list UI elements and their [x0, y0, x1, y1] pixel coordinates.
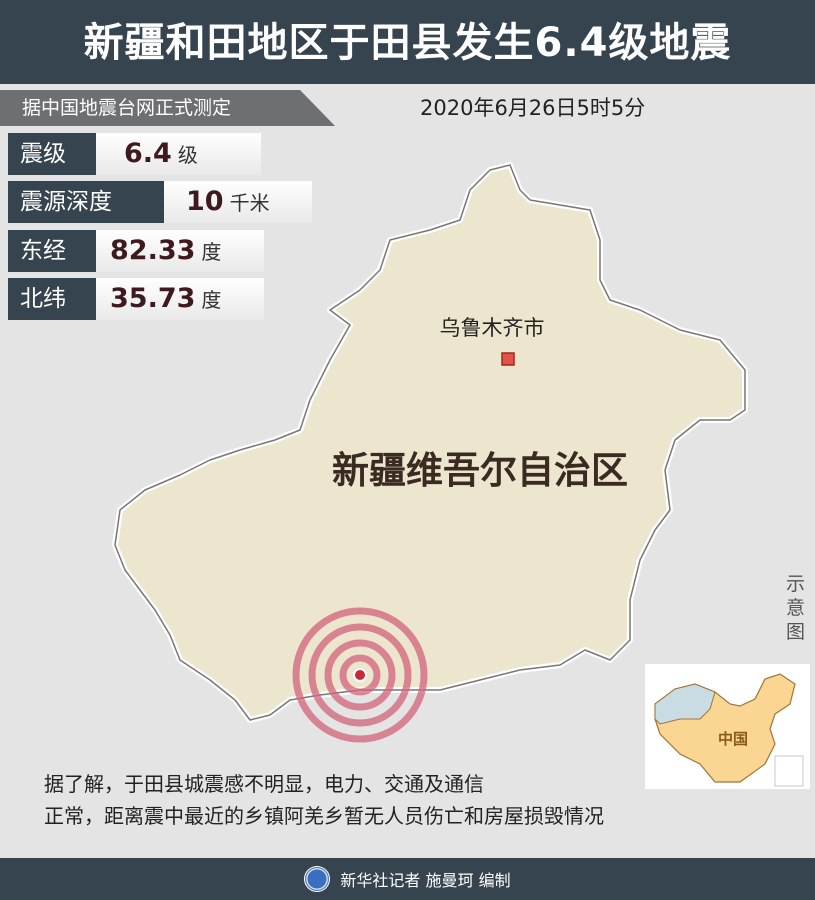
china-inset-map: 中国 — [645, 664, 810, 789]
fact-value: 10 — [186, 186, 224, 217]
fact-label: 震源深度 — [8, 181, 164, 223]
city-label: 乌鲁木齐市 — [440, 316, 545, 340]
fact-unit: 千米 — [229, 191, 270, 215]
page-title: 新疆和田地区于田县发生6.4级地震 — [0, 0, 815, 84]
datetime: 2020年6月26日5时5分 — [420, 96, 646, 120]
fact-value: 6.4 — [124, 138, 172, 169]
description-line: 据了解，于田县城震感不明显，电力、交通及通信 — [44, 772, 484, 796]
fact-value: 35.73 — [110, 283, 196, 314]
fact-row-magnitude: 震级 6.4 级 — [8, 133, 261, 175]
xinjiang-inset — [654, 683, 716, 725]
xinhua-logo-icon — [304, 866, 331, 892]
fact-row-longitude: 东经 82.33 度 — [8, 230, 264, 272]
schematic-note: 示意图 — [786, 573, 806, 643]
fact-value: 82.33 — [110, 235, 196, 266]
epicenter-marker — [353, 668, 367, 682]
fact-label: 震级 — [8, 133, 96, 175]
description-line: 正常，距离震中最近的乡镇阿羌乡暂无人员伤亡和房屋损毁情况 — [44, 804, 604, 828]
fact-unit: 度 — [201, 240, 222, 264]
fact-row-depth: 震源深度 10 千米 — [8, 181, 312, 223]
region-label: 新疆维吾尔自治区 — [332, 448, 628, 492]
fact-label: 北纬 — [8, 278, 96, 320]
footer: 新华社记者 施曼珂 编制 — [0, 858, 815, 900]
china-label: 中国 — [718, 730, 748, 748]
footer-credit: 新华社记者 施曼珂 编制 — [340, 871, 511, 890]
fact-unit: 度 — [201, 288, 222, 312]
description: 据了解，于田县城震感不明显，电力、交通及通信 正常，距离震中最近的乡镇阿羌乡暂无… — [44, 768, 604, 832]
fact-row-latitude: 北纬 35.73 度 — [8, 278, 264, 320]
epicenter-rings — [292, 607, 428, 743]
fact-label: 东经 — [8, 230, 96, 272]
source-note: 据中国地震台网正式测定 — [0, 90, 335, 126]
fact-unit: 级 — [177, 143, 198, 167]
capital-marker — [501, 352, 515, 366]
